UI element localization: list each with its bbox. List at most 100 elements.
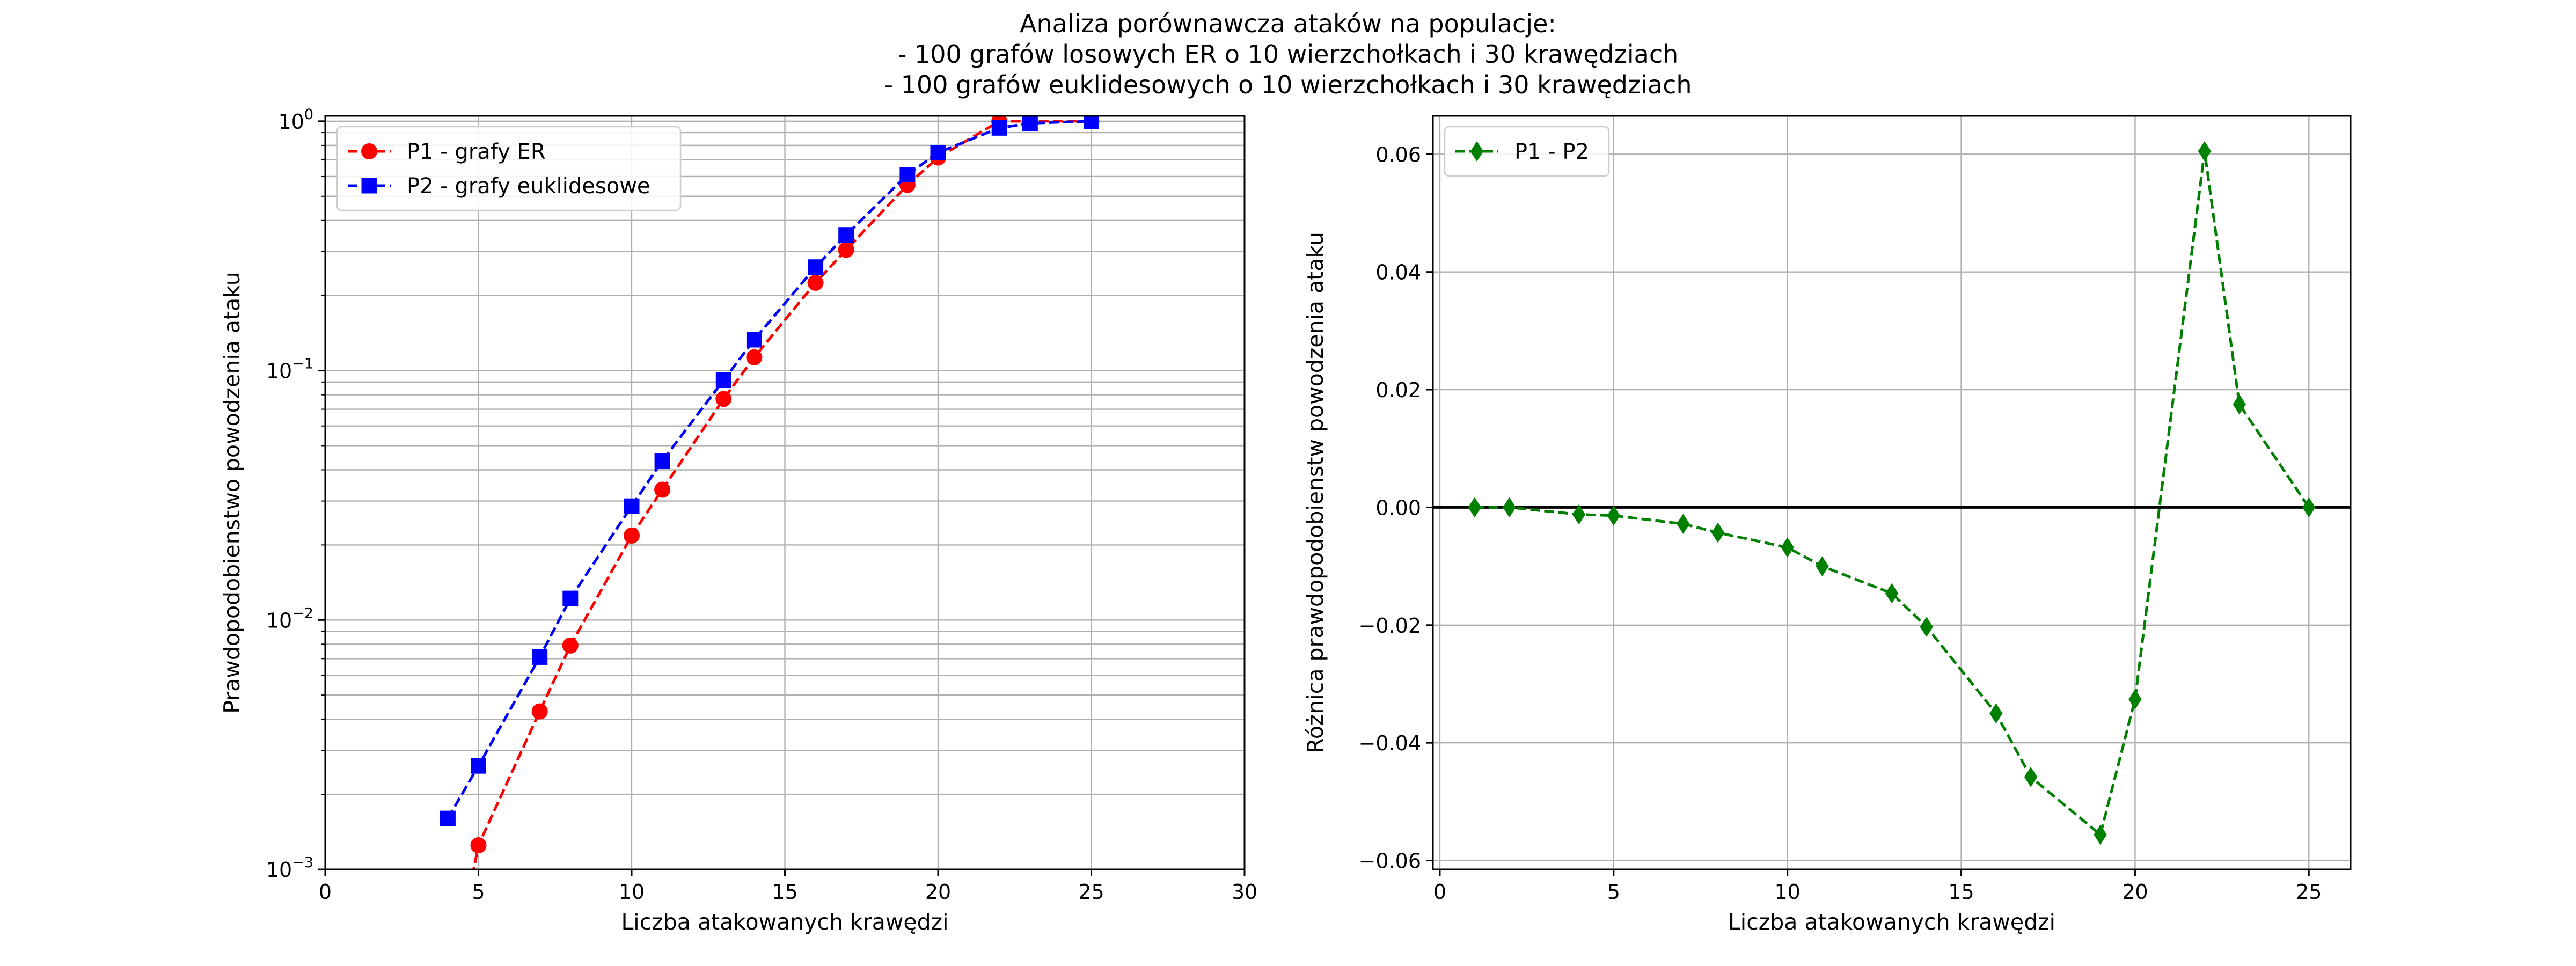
x-tick-label: 5 [1607, 880, 1620, 904]
legend-label: P1 - grafy ER [407, 140, 546, 164]
series-line-1 [1474, 150, 2310, 836]
legend-label: P2 - grafy euklidesowe [407, 174, 650, 199]
data-point [2128, 689, 2142, 709]
x-tick-label: 5 [472, 880, 485, 904]
y-tick-base: 10 [266, 609, 292, 632]
series-group [440, 116, 1100, 869]
data-point [1503, 497, 1516, 518]
y-tick-label: 100 [278, 106, 313, 134]
y-tick-base: 10 [266, 360, 292, 383]
data-point [746, 332, 762, 348]
x-axis-ticks: 0 5 10 15 20 25 30 [319, 869, 1257, 904]
y-tick-label: 10−3 [266, 854, 313, 882]
x-tick-label: 20 [2122, 880, 2148, 904]
data-point [654, 481, 671, 498]
data-point [624, 498, 640, 514]
data-point [532, 649, 548, 665]
data-point [1711, 522, 1725, 543]
y-tick-exponent: −1 [292, 356, 313, 372]
data-point [471, 758, 486, 774]
x-tick-label: 30 [1232, 880, 1257, 904]
data-point [470, 837, 487, 853]
series-group [1468, 141, 2316, 845]
y-tick-base: 10 [266, 858, 292, 882]
data-point [562, 590, 579, 606]
data-point [2024, 766, 2038, 787]
figure-title-line-3: - 100 grafów euklidesowych o 10 wierzcho… [884, 70, 1692, 99]
x-tick-label: 0 [319, 880, 332, 904]
legend-marker [361, 178, 377, 194]
data-point [624, 527, 640, 544]
figure-title-line-2: - 100 grafów losowych ER o 10 wierzchołk… [898, 40, 1679, 69]
data-point [715, 372, 731, 388]
data-point [1572, 504, 1586, 525]
right-chart: 0 5 10 15 20 25 −0.06 −0.04 −0.02 0.00 0.02 0.04 0.0… [1302, 115, 2352, 935]
data-point [1677, 514, 1690, 534]
data-point [1084, 116, 1099, 129]
figure-title-line-1: Analiza porównawcza ataków na populacje: [1020, 9, 1556, 38]
y-axis-label: Prawdopodobienstwo powodzenia ataku [219, 272, 245, 713]
data-point [715, 391, 732, 407]
y-tick-label: −0.06 [1359, 850, 1421, 873]
data-point [1781, 537, 1794, 558]
data-point [531, 703, 548, 720]
data-point [2094, 824, 2107, 845]
data-point [1468, 497, 1481, 518]
legend-box [1444, 126, 1610, 177]
x-tick-label: 0 [1433, 880, 1446, 904]
data-point [562, 637, 579, 654]
y-tick-base: 10 [278, 110, 304, 134]
x-tick-label: 25 [1078, 880, 1104, 904]
data-point [1022, 116, 1038, 131]
x-tick-label: 15 [772, 880, 797, 904]
y-tick-label: 10−1 [266, 356, 313, 383]
legend-item: P2 - grafy euklidesowe [348, 174, 650, 199]
data-point [2198, 141, 2212, 162]
data-point [1607, 505, 1621, 526]
data-point [899, 167, 916, 183]
data-point [808, 259, 824, 275]
data-point [440, 810, 456, 826]
x-tick-label: 10 [1775, 880, 1801, 904]
y-tick-label: 10−2 [266, 605, 313, 632]
x-tick-label: 25 [2296, 880, 2322, 904]
data-point [2302, 497, 2316, 518]
data-point [1885, 583, 1899, 604]
y-axis-label: Różnica prawdopodobienstw powodzenia ata… [1302, 232, 1328, 753]
data-point [654, 453, 670, 469]
legend-marker [1470, 141, 1484, 162]
y-axis-ticks: −0.06 −0.04 −0.02 0.00 0.02 0.04 0.06 [1359, 143, 1433, 873]
data-point [991, 120, 1007, 136]
legend-marker [361, 143, 377, 159]
data-point [1920, 617, 1933, 637]
legend-box [336, 126, 682, 211]
grid [325, 116, 1245, 869]
legend-label: P1 - P2 [1514, 140, 1589, 164]
x-tick-label: 10 [619, 880, 645, 904]
y-tick-label: 0.04 [1375, 261, 1421, 284]
y-tick-label: −0.02 [1359, 614, 1421, 638]
data-point [2233, 394, 2246, 415]
x-tick-label: 15 [1948, 880, 1974, 904]
y-tick-label: 0.00 [1375, 496, 1421, 519]
legend-item: P1 - P2 [1455, 140, 1589, 164]
x-tick-label: 20 [925, 880, 951, 904]
data-point [838, 227, 854, 243]
x-axis-label: Liczba atakowanych krawędzi [1728, 909, 2055, 935]
data-point [807, 274, 824, 291]
y-tick-label: 0.02 [1375, 378, 1421, 402]
data-point [746, 349, 763, 365]
y-tick-exponent: 0 [304, 106, 313, 123]
data-point [1989, 703, 2003, 724]
legend-item: P1 - grafy ER [348, 140, 546, 164]
data-point [1816, 556, 1829, 576]
legend: P1 - grafy ER P2 - grafy euklidesowe [336, 126, 682, 211]
plot-frame [1432, 115, 2352, 870]
x-axis-label: Liczba atakowanych krawędzi [621, 909, 948, 935]
x-axis-ticks: 0 5 10 15 20 25 [1433, 869, 2322, 904]
y-tick-label: 0.06 [1375, 143, 1421, 166]
y-tick-label: −0.04 [1359, 731, 1421, 755]
